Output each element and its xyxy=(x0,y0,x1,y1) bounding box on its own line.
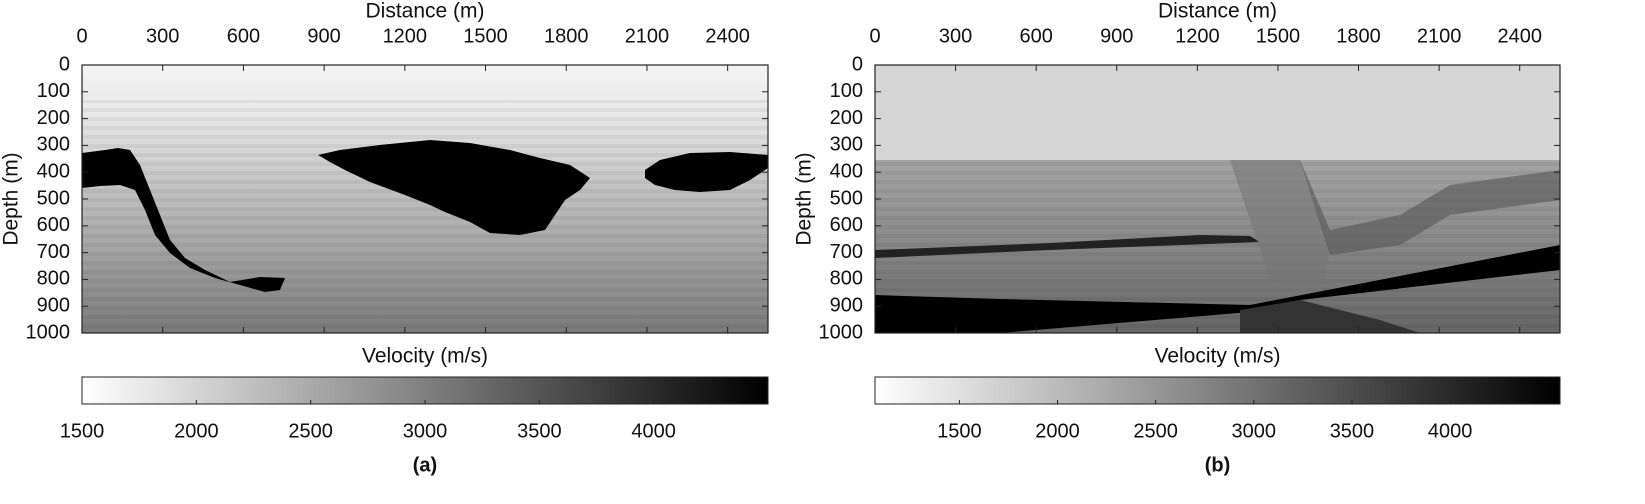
x-tick-label: 1800 xyxy=(1336,25,1381,47)
y-tick-label: 400 xyxy=(37,160,70,182)
colorbar-label: Velocity (m/s) xyxy=(1154,345,1280,368)
y-tick-label: 600 xyxy=(830,214,863,236)
x-axis-label: Distance (m) xyxy=(365,0,484,23)
y-axis-label: Depth (m) xyxy=(0,152,23,245)
x-tick-label: 1500 xyxy=(1256,25,1301,47)
x-tick-label: 600 xyxy=(1019,25,1052,47)
x-tick-label: 0 xyxy=(869,25,880,47)
colorbar-label: Velocity (m/s) xyxy=(362,345,488,368)
x-tick-label: 1500 xyxy=(463,25,508,47)
x-tick-label: 300 xyxy=(146,25,179,47)
x-tick-label: 900 xyxy=(1100,25,1133,47)
colorbar-tick-label: 2000 xyxy=(174,420,219,442)
y-tick-label: 400 xyxy=(830,160,863,182)
y-tick-label: 900 xyxy=(37,294,70,316)
colorbar-tick-label: 4000 xyxy=(1428,420,1473,442)
colorbar-tick-label: 4000 xyxy=(631,420,676,442)
colorbar-tick-label: 3000 xyxy=(1232,420,1277,442)
y-tick-label: 800 xyxy=(830,268,863,290)
y-tick-label: 800 xyxy=(37,268,70,290)
y-tick-label: 0 xyxy=(59,53,70,75)
y-tick-label: 700 xyxy=(37,241,70,263)
velocity-image xyxy=(82,65,768,333)
caption: (b) xyxy=(1205,454,1231,476)
x-tick-label: 300 xyxy=(939,25,972,47)
y-tick-label: 200 xyxy=(830,107,863,129)
y-tick-label: 700 xyxy=(830,241,863,263)
y-tick-label: 1000 xyxy=(26,321,71,343)
colorbar-tick-label: 2500 xyxy=(288,420,333,442)
y-axis-label: Depth (m) xyxy=(793,152,816,245)
x-tick-label: 2100 xyxy=(1417,25,1462,47)
y-tick-label: 600 xyxy=(37,214,70,236)
colorbar xyxy=(874,376,1561,405)
y-tick-label: 1000 xyxy=(819,321,864,343)
x-tick-label: 2400 xyxy=(705,25,750,47)
y-tick-label: 100 xyxy=(830,80,863,102)
colorbar-tick-label: 3000 xyxy=(403,420,448,442)
x-tick-label: 2400 xyxy=(1497,25,1542,47)
colorbar-tick-label: 1500 xyxy=(60,420,105,442)
x-tick-label: 0 xyxy=(76,25,87,47)
y-tick-label: 500 xyxy=(37,187,70,209)
x-tick-label: 1800 xyxy=(544,25,589,47)
x-tick-label: 900 xyxy=(307,25,340,47)
colorbar-tick-label: 2500 xyxy=(1133,420,1178,442)
x-tick-label: 1200 xyxy=(1175,25,1220,47)
x-tick-label: 2100 xyxy=(625,25,670,47)
y-tick-label: 300 xyxy=(37,134,70,156)
colorbar-tick-label: 1500 xyxy=(937,420,982,442)
caption: (a) xyxy=(413,454,437,476)
colorbar-tick-label: 3500 xyxy=(1330,420,1375,442)
y-tick-label: 200 xyxy=(37,107,70,129)
y-tick-label: 300 xyxy=(830,134,863,156)
velocity-image xyxy=(875,65,1560,333)
y-tick-label: 100 xyxy=(37,80,70,102)
x-tick-label: 1200 xyxy=(383,25,428,47)
x-tick-label: 600 xyxy=(227,25,260,47)
colorbar-tick-label: 2000 xyxy=(1035,420,1080,442)
y-tick-label: 900 xyxy=(830,294,863,316)
colorbar-tick-label: 3500 xyxy=(517,420,562,442)
y-tick-label: 0 xyxy=(852,53,863,75)
x-axis-label: Distance (m) xyxy=(1158,0,1277,23)
colorbar xyxy=(81,376,769,405)
y-tick-label: 500 xyxy=(830,187,863,209)
